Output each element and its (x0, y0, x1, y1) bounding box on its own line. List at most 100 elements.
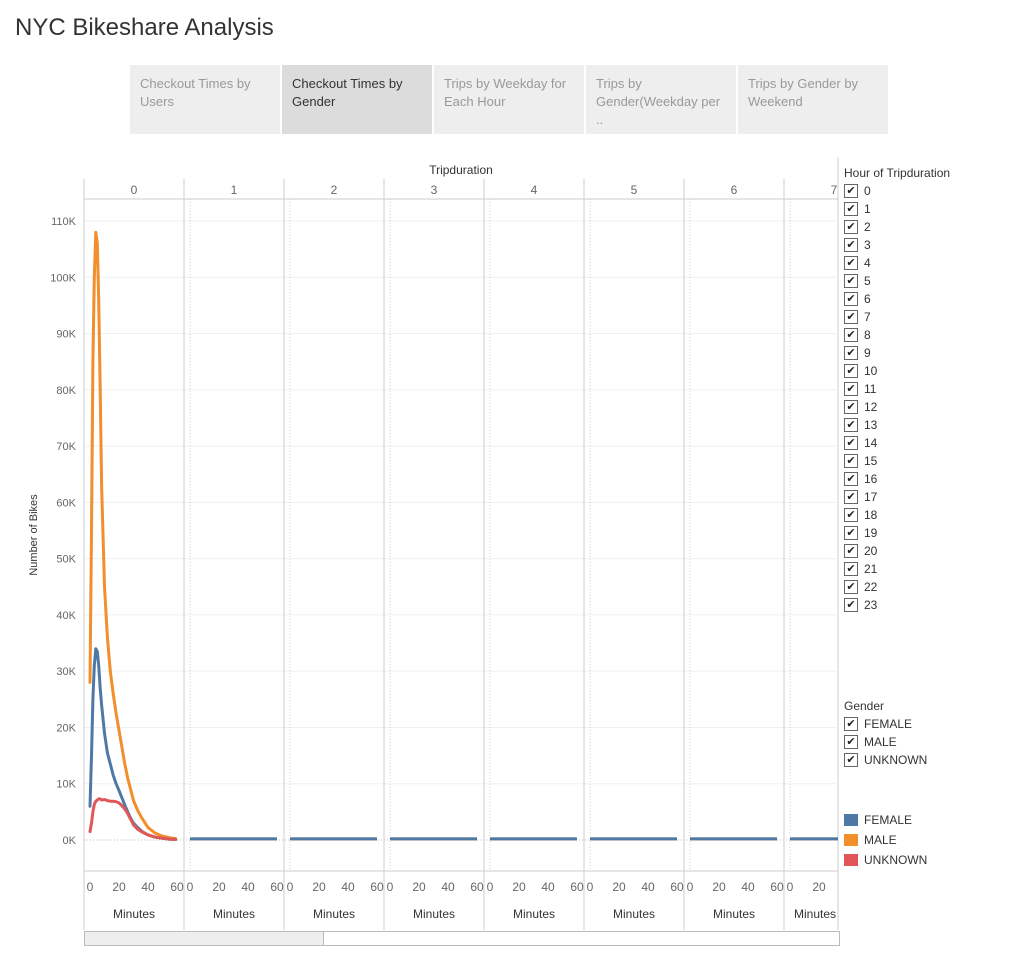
panel-header-label: 2 (331, 183, 338, 197)
color-legend-item[interactable]: UNKNOWN (844, 850, 927, 870)
x-axis-title: Minutes (713, 907, 755, 921)
gender-option-label: FEMALE (864, 717, 913, 731)
gender-option-female[interactable]: ✔ FEMALE (844, 715, 927, 733)
hour-option-17[interactable]: ✔ 17 (844, 488, 950, 506)
x-tick-label: 60 (470, 880, 484, 894)
panel-header-label: 3 (431, 183, 438, 197)
hour-option-19[interactable]: ✔ 19 (844, 524, 950, 542)
hour-filter: Hour of Tripduration ✔ 0 ✔ 1 ✔ 2 ✔ 3 ✔ 4 ✔ 5 ✔ 6 ✔ 7 ✔ 8 ✔… (844, 166, 950, 614)
hour-option-15[interactable]: ✔ 15 (844, 452, 950, 470)
hour-option-label: 19 (864, 526, 878, 540)
checkbox-checked-icon[interactable]: ✔ (844, 256, 858, 270)
x-tick-label: 0 (787, 880, 794, 894)
checkbox-checked-icon[interactable]: ✔ (844, 238, 858, 252)
legend-label: FEMALE (864, 813, 913, 827)
gender-option-label: UNKNOWN (864, 753, 928, 767)
panel-header-label: 5 (631, 183, 638, 197)
y-axis-title: Number of Bikes (28, 494, 40, 576)
hour-option-3[interactable]: ✔ 3 (844, 236, 950, 254)
checkbox-checked-icon[interactable]: ✔ (844, 400, 858, 414)
hour-option-18[interactable]: ✔ 18 (844, 506, 950, 524)
gender-option-unknown[interactable]: ✔ UNKNOWN (844, 751, 927, 769)
checkbox-checked-icon[interactable]: ✔ (844, 418, 858, 432)
hour-option-6[interactable]: ✔ 6 (844, 290, 950, 308)
hour-option-4[interactable]: ✔ 4 (844, 254, 950, 272)
checkbox-checked-icon[interactable]: ✔ (844, 544, 858, 558)
x-tick-label: 40 (241, 880, 255, 894)
y-tick-label: 100K (50, 272, 76, 284)
hour-option-label: 0 (864, 184, 871, 198)
checkbox-checked-icon[interactable]: ✔ (844, 490, 858, 504)
hour-option-label: 9 (864, 346, 871, 360)
checkbox-checked-icon[interactable]: ✔ (844, 346, 858, 360)
hour-option-11[interactable]: ✔ 11 (844, 380, 950, 398)
color-legend-item[interactable]: FEMALE (844, 810, 927, 830)
color-legend-item[interactable]: MALE (844, 830, 927, 850)
horizontal-scrollbar[interactable] (84, 931, 840, 946)
checkbox-checked-icon[interactable]: ✔ (844, 436, 858, 450)
tab-trips-by-gender-weekday[interactable]: Trips by Gender(Weekday per .. (586, 65, 736, 134)
hour-option-1[interactable]: ✔ 1 (844, 200, 950, 218)
checkbox-checked-icon[interactable]: ✔ (844, 364, 858, 378)
legend-label: UNKNOWN (864, 853, 928, 867)
hour-option-9[interactable]: ✔ 9 (844, 344, 950, 362)
checkbox-checked-icon[interactable]: ✔ (844, 526, 858, 540)
x-tick-label: 0 (387, 880, 394, 894)
hour-option-5[interactable]: ✔ 5 (844, 272, 950, 290)
checkbox-checked-icon[interactable]: ✔ (844, 382, 858, 396)
checkbox-checked-icon[interactable]: ✔ (844, 717, 858, 731)
hour-option-21[interactable]: ✔ 21 (844, 560, 950, 578)
checkbox-checked-icon[interactable]: ✔ (844, 454, 858, 468)
gender-filter-title: Gender (844, 699, 885, 713)
checkbox-checked-icon[interactable]: ✔ (844, 508, 858, 522)
checkbox-checked-icon[interactable]: ✔ (844, 292, 858, 306)
tab-trips-by-gender-by-weekend[interactable]: Trips by Gender by Weekend (738, 65, 888, 134)
checkbox-checked-icon[interactable]: ✔ (844, 753, 858, 767)
hour-option-10[interactable]: ✔ 10 (844, 362, 950, 380)
y-tick-label: 90K (56, 329, 76, 341)
checkbox-checked-icon[interactable]: ✔ (844, 580, 858, 594)
hour-option-14[interactable]: ✔ 14 (844, 434, 950, 452)
tab-checkout-times-by-gender[interactable]: Checkout Times by Gender (282, 65, 432, 134)
tab-trips-by-weekday-for-each-hour[interactable]: Trips by Weekday for Each Hour (434, 65, 584, 134)
checkbox-checked-icon[interactable]: ✔ (844, 598, 858, 612)
x-tick-label: 40 (741, 880, 755, 894)
x-axis-title: Minutes (113, 907, 155, 921)
x-tick-label: 20 (812, 880, 826, 894)
hour-option-22[interactable]: ✔ 22 (844, 578, 950, 596)
checkbox-checked-icon[interactable]: ✔ (844, 274, 858, 288)
gender-option-label: MALE (864, 735, 897, 749)
legend-swatch (844, 814, 858, 826)
x-tick-label: 0 (287, 880, 294, 894)
hour-option-13[interactable]: ✔ 13 (844, 416, 950, 434)
hour-option-16[interactable]: ✔ 16 (844, 470, 950, 488)
x-tick-label: 40 (641, 880, 655, 894)
checkbox-checked-icon[interactable]: ✔ (844, 202, 858, 216)
hour-option-20[interactable]: ✔ 20 (844, 542, 950, 560)
y-tick-label: 60K (56, 497, 76, 509)
checkbox-checked-icon[interactable]: ✔ (844, 472, 858, 486)
hour-option-0[interactable]: ✔ 0 (844, 182, 950, 200)
hour-option-label: 16 (864, 472, 878, 486)
hour-option-label: 22 (864, 580, 878, 594)
checkbox-checked-icon[interactable]: ✔ (844, 562, 858, 576)
hour-option-label: 12 (864, 400, 878, 414)
checkbox-checked-icon[interactable]: ✔ (844, 184, 858, 198)
hour-option-12[interactable]: ✔ 12 (844, 398, 950, 416)
checkbox-checked-icon[interactable]: ✔ (844, 220, 858, 234)
x-tick-label: 0 (587, 880, 594, 894)
hour-option-label: 15 (864, 454, 878, 468)
hour-option-2[interactable]: ✔ 2 (844, 218, 950, 236)
hour-option-8[interactable]: ✔ 8 (844, 326, 950, 344)
hour-option-7[interactable]: ✔ 7 (844, 308, 950, 326)
hour-option-label: 23 (864, 598, 878, 612)
hour-option-23[interactable]: ✔ 23 (844, 596, 950, 614)
scrollbar-thumb[interactable] (85, 932, 324, 945)
gender-option-male[interactable]: ✔ MALE (844, 733, 927, 751)
checkbox-checked-icon[interactable]: ✔ (844, 310, 858, 324)
checkbox-checked-icon[interactable]: ✔ (844, 735, 858, 749)
tab-checkout-times-by-users[interactable]: Checkout Times by Users (130, 65, 280, 134)
x-tick-label: 20 (312, 880, 326, 894)
x-tick-label: 40 (441, 880, 455, 894)
checkbox-checked-icon[interactable]: ✔ (844, 328, 858, 342)
